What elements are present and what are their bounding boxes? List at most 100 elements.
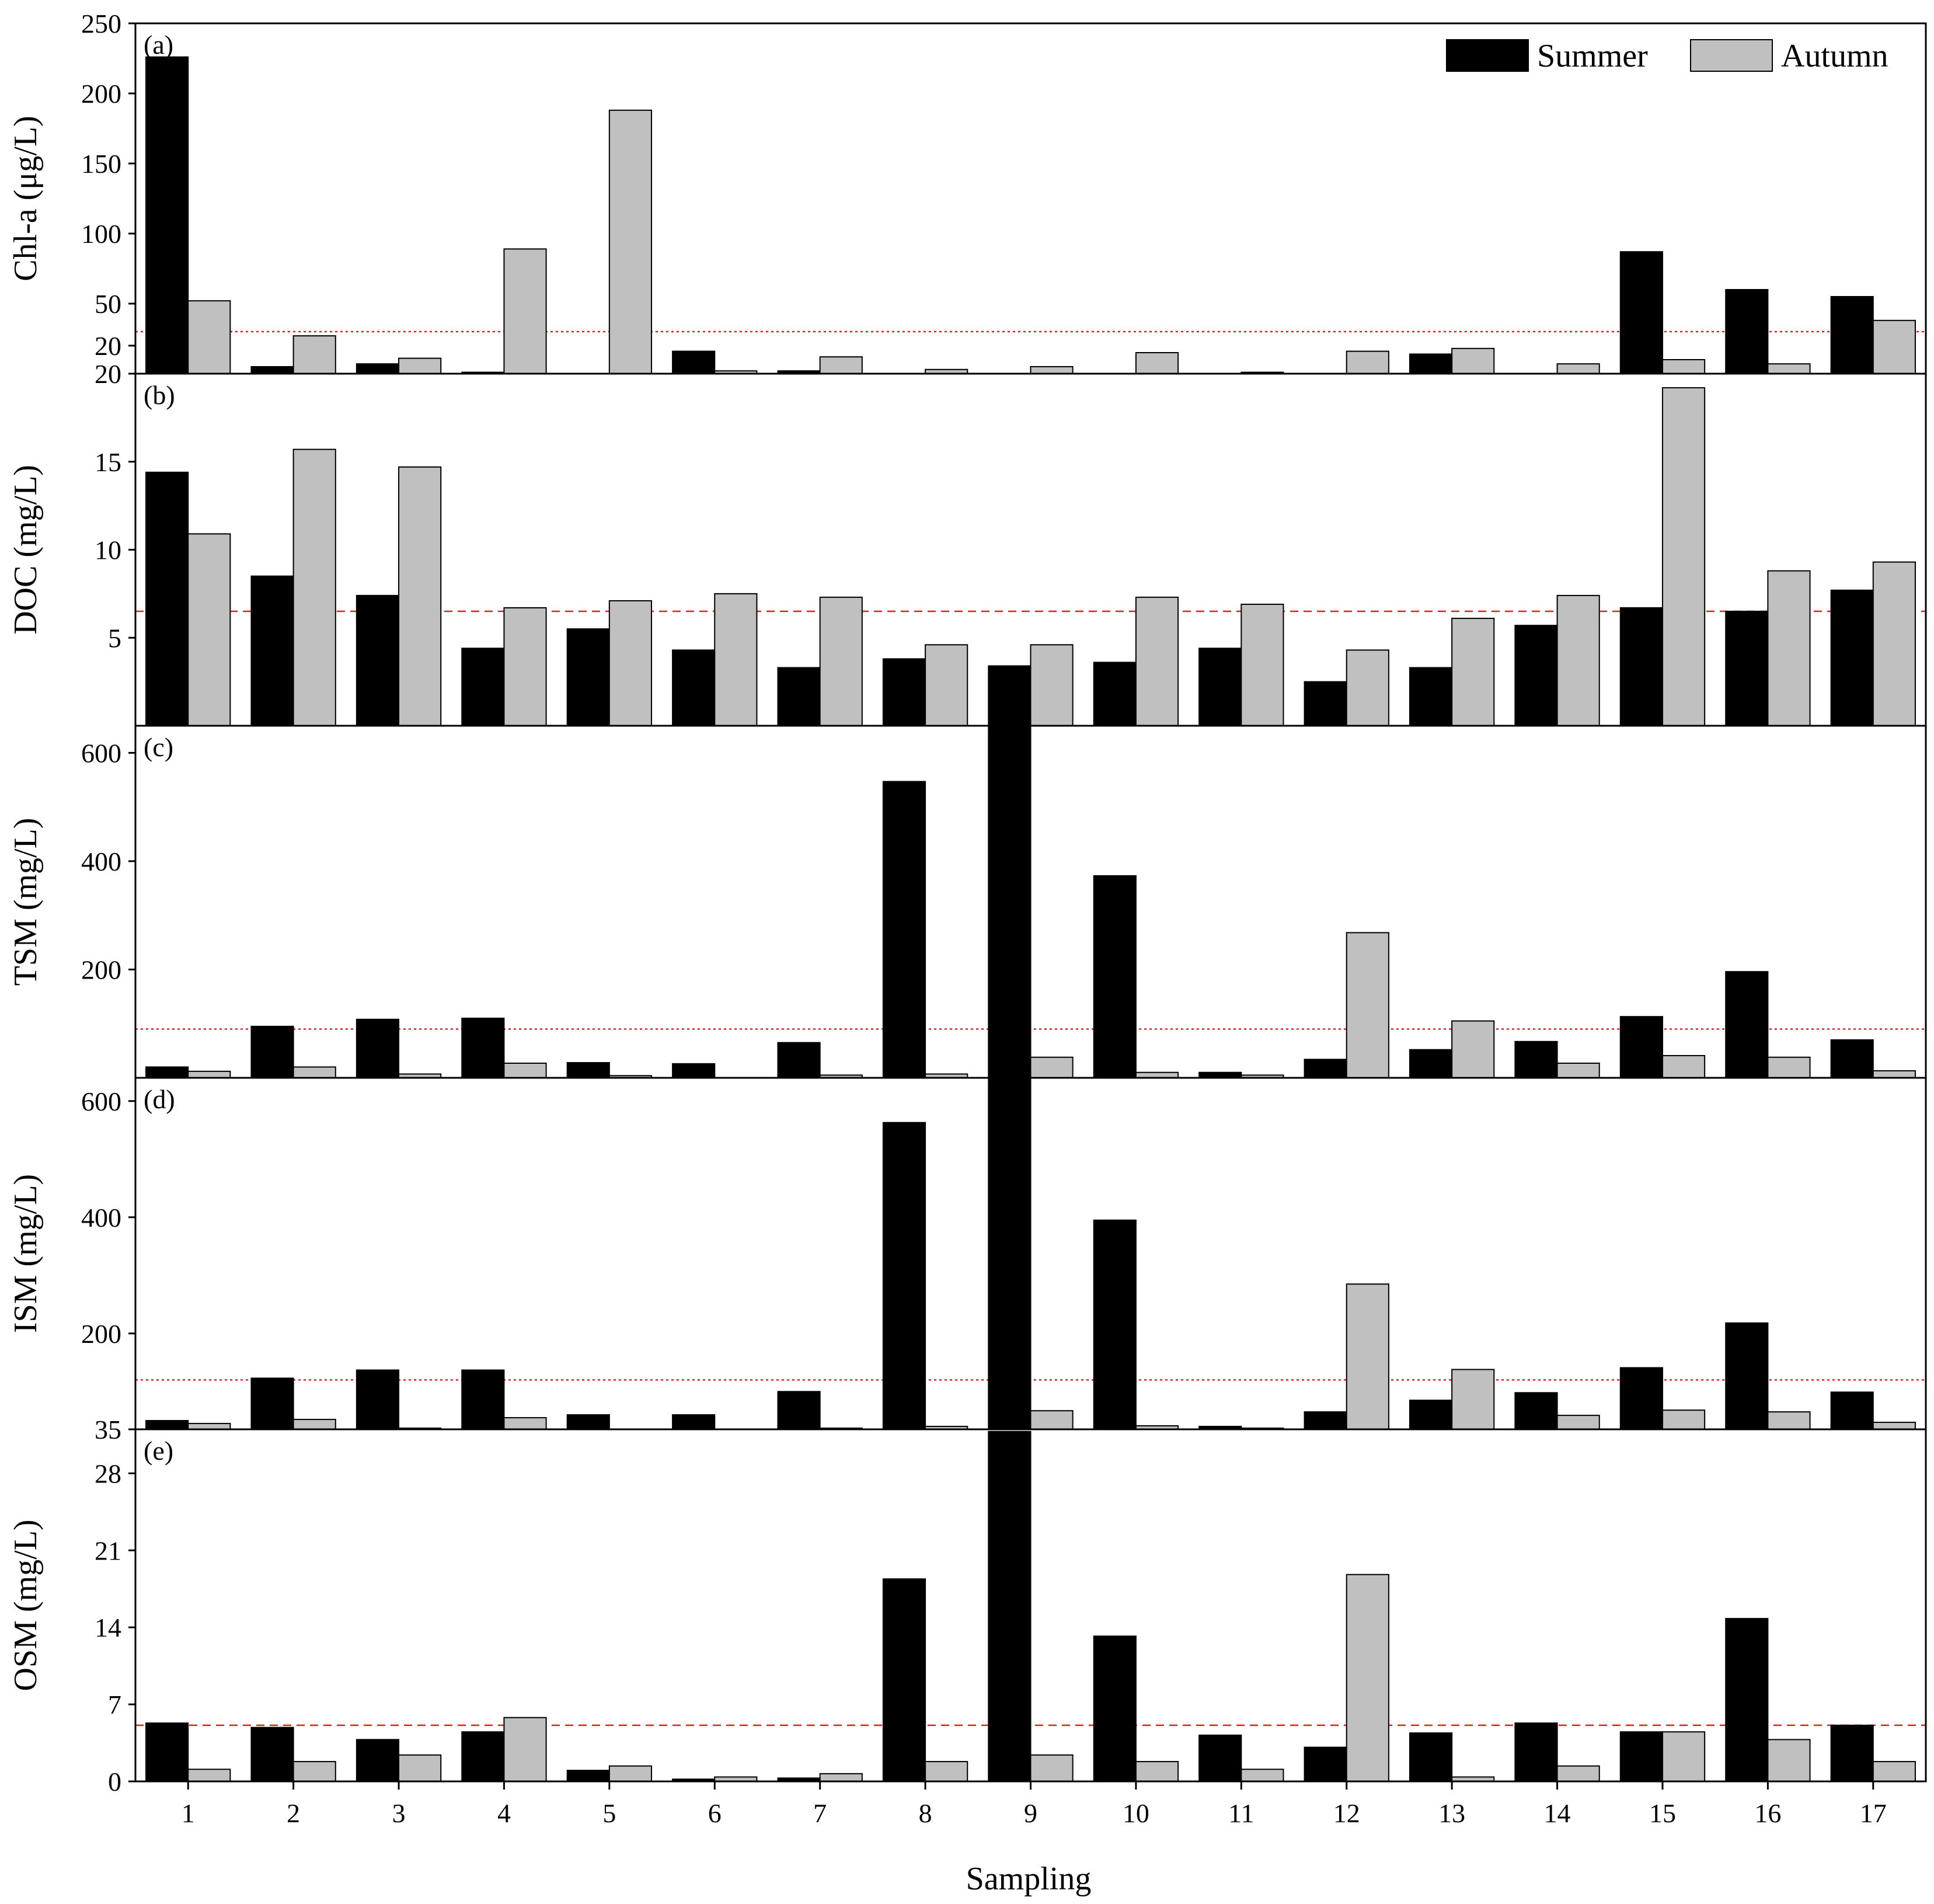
- bar-autumn-2: [292, 1066, 336, 1079]
- y-tick-label: 20: [95, 359, 121, 389]
- bar-summer-17: [1830, 1391, 1874, 1430]
- bar-autumn-13: [1451, 618, 1495, 726]
- bar-autumn-5: [608, 1765, 653, 1782]
- bar-summer-16: [1725, 611, 1769, 727]
- bar-summer-5: [566, 1770, 610, 1782]
- bar-summer-3: [356, 1018, 400, 1078]
- bar-summer-15: [1619, 607, 1663, 726]
- y-tick-label: 28: [95, 1459, 121, 1488]
- bar-summer-7: [777, 667, 821, 727]
- bar-summer-11: [1198, 648, 1242, 726]
- bar-summer-14: [1514, 1722, 1558, 1783]
- bar-summer-13: [1409, 1732, 1453, 1782]
- y-tick-label: 100: [81, 219, 121, 249]
- y-axis-title: ISM (mg/L): [8, 1174, 44, 1333]
- x-tick-label: 9: [1024, 1798, 1037, 1828]
- bar-autumn-13: [1451, 1369, 1495, 1430]
- bar-autumn-14: [1556, 594, 1600, 727]
- bar-summer-15: [1619, 251, 1663, 375]
- y-tick-label: 200: [81, 955, 121, 984]
- bar-autumn-15: [1661, 1054, 1706, 1078]
- bar-autumn-9: [1030, 644, 1074, 727]
- bar-autumn-10: [1135, 596, 1179, 727]
- panel-label: (a): [144, 30, 173, 60]
- x-tick-label: 14: [1544, 1798, 1571, 1828]
- bar-autumn-12: [1346, 932, 1389, 1078]
- bar-summer-9: [988, 665, 1032, 726]
- panel-3: 200 400 600 (c) TSM (mg/L): [8, 725, 1927, 1079]
- bar-summer-5: [566, 1062, 610, 1079]
- bar-autumn-17: [1872, 561, 1916, 726]
- bar-autumn-13: [1451, 347, 1495, 374]
- bar-summer-14: [1514, 1040, 1558, 1078]
- bar-autumn-13: [1451, 1020, 1495, 1078]
- legend-swatch-summer: [1446, 39, 1529, 72]
- bar-summer-4: [461, 1017, 505, 1079]
- bar-summer-10: [1093, 1219, 1137, 1430]
- y-tick-label: 150: [81, 149, 121, 179]
- bar-summer-13: [1409, 667, 1453, 727]
- bar-summer-9: [988, 725, 1032, 1078]
- y-tick-label: 400: [81, 1203, 121, 1233]
- y-tick-label: 400: [81, 847, 121, 876]
- bar-summer-6: [672, 1414, 716, 1430]
- bar-autumn-14: [1556, 363, 1600, 375]
- bar-summer-15: [1619, 1367, 1663, 1430]
- y-tick-label: 15: [95, 447, 121, 477]
- x-tick-label: 11: [1228, 1798, 1254, 1828]
- bar-summer-2: [250, 575, 294, 726]
- bar-autumn-1: [187, 1070, 231, 1078]
- bar-autumn-1: [187, 300, 231, 375]
- bar-summer-4: [461, 1731, 505, 1782]
- bar-autumn-8: [925, 644, 968, 727]
- legend-label-autumn: Autumn: [1781, 38, 1888, 74]
- bar-autumn-2: [292, 1419, 336, 1430]
- x-tick-label: 17: [1860, 1798, 1887, 1828]
- panel-4: 35 200 400 600 (d) ISM (mg/L): [8, 1077, 1927, 1444]
- bar-autumn-11: [1240, 603, 1284, 726]
- bar-autumn-4: [503, 607, 547, 726]
- bar-summer-3: [356, 594, 400, 727]
- bar-summer-6: [672, 649, 716, 726]
- bar-summer-6: [672, 1063, 716, 1079]
- y-tick-label: 21: [95, 1536, 121, 1565]
- bar-summer-2: [250, 1025, 294, 1079]
- y-tick-label: 250: [81, 9, 121, 39]
- y-tick-label: 600: [81, 1087, 121, 1116]
- x-tick-label: 16: [1754, 1798, 1781, 1828]
- bar-summer-1: [145, 56, 189, 375]
- bar-summer-10: [1093, 1635, 1137, 1782]
- bar-summer-16: [1725, 1618, 1769, 1783]
- bar-summer-14: [1514, 625, 1558, 727]
- panel-label: (e): [144, 1436, 173, 1466]
- bar-autumn-14: [1556, 1415, 1600, 1430]
- bar-autumn-4: [503, 1062, 547, 1078]
- bar-summer-11: [1198, 1734, 1242, 1782]
- bar-summer-16: [1725, 1322, 1769, 1430]
- bar-summer-8: [882, 1578, 926, 1782]
- y-tick-label: 50: [95, 289, 121, 319]
- y-axis-title: TSM (mg/L): [8, 818, 44, 986]
- y-tick-label: 200: [81, 79, 121, 109]
- bar-summer-3: [356, 1739, 400, 1783]
- bar-summer-13: [1409, 353, 1453, 375]
- y-tick-label: 200: [81, 1319, 121, 1349]
- bar-summer-9: [988, 1077, 1032, 1430]
- bar-summer-3: [356, 363, 400, 375]
- bar-autumn-4: [503, 1417, 547, 1430]
- legend: Summer Autumn: [1446, 38, 1888, 74]
- bar-autumn-1: [187, 1769, 231, 1783]
- bar-summer-15: [1619, 1016, 1663, 1079]
- y-tick-label: 7: [108, 1690, 121, 1719]
- bar-summer-17: [1830, 1724, 1874, 1783]
- bar-summer-12: [1304, 1059, 1347, 1079]
- y-axis-title: DOC (mg/L): [8, 465, 44, 635]
- y-axis-title: Chl-a (μg/L): [8, 116, 44, 281]
- y-tick-label: 0: [108, 1767, 121, 1797]
- bar-autumn-8: [925, 1761, 968, 1783]
- bar-autumn-10: [1135, 1761, 1179, 1783]
- bar-summer-12: [1304, 1746, 1347, 1783]
- bar-autumn-14: [1556, 1765, 1600, 1782]
- bar-autumn-2: [292, 448, 336, 727]
- x-tick-label: 7: [813, 1798, 827, 1828]
